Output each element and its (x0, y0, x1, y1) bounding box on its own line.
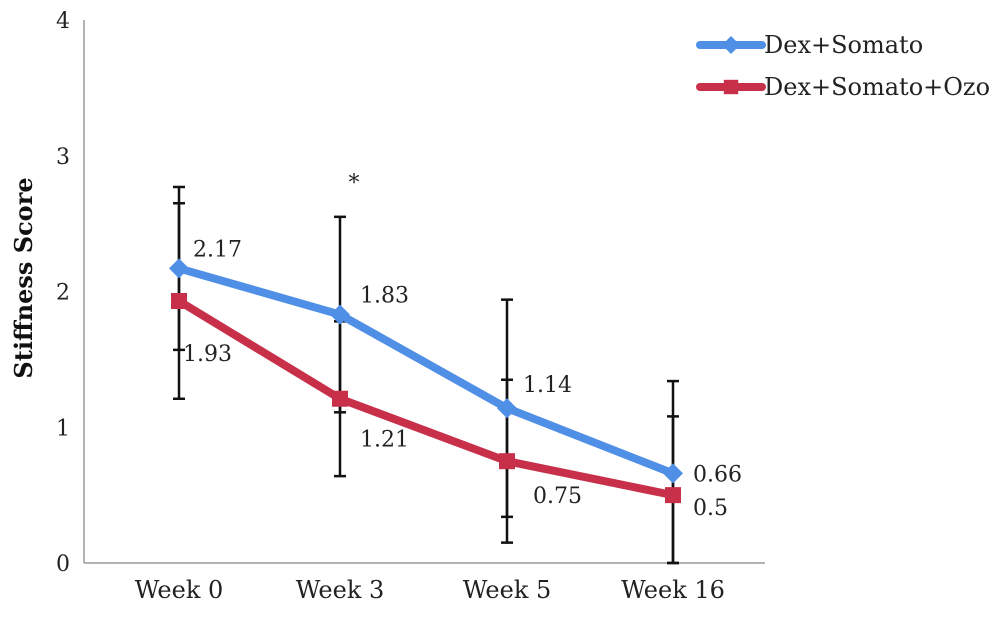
y-tick-labels: 0 1 2 3 4 (56, 9, 70, 577)
y-tick-label: 2 (56, 281, 70, 306)
square-marker (723, 79, 739, 95)
square-marker (332, 390, 348, 407)
diamond-marker (330, 304, 350, 325)
y-axis-label: Stiffness Score (9, 177, 38, 378)
data-label: 0.5 (693, 496, 728, 521)
data-label: 0.66 (693, 462, 742, 487)
legend: Dex+Somato Dex+Somato+Ozo (696, 31, 990, 101)
legend-label: Dex+Somato+Ozo (764, 73, 990, 101)
legend-item: Dex+Somato (696, 31, 923, 59)
series-line (175, 264, 677, 478)
axes (83, 20, 765, 564)
x-tick-label: Week 0 (135, 576, 224, 604)
diamond-marker (722, 36, 740, 54)
square-marker (499, 453, 515, 470)
data-label: 0.75 (533, 484, 582, 509)
y-tick-label: 0 (56, 552, 70, 577)
x-tick-label: Week 3 (296, 576, 385, 604)
data-label: 1.14 (523, 373, 572, 398)
y-tick-label: 3 (56, 145, 70, 170)
square-marker (665, 487, 681, 504)
square-marker (171, 293, 187, 310)
annotations: * (349, 171, 360, 196)
y-tick-label: 1 (56, 416, 70, 441)
series-lines (175, 264, 677, 500)
x-tick-label: Week 16 (621, 576, 725, 604)
data-labels: 2.17 1.83 1.14 0.66 1.93 1.21 0.75 0.5 (183, 237, 742, 521)
error-bars (173, 185, 679, 565)
data-label: 2.17 (193, 237, 242, 262)
series-markers (169, 258, 683, 504)
x-tick-label: Week 5 (463, 576, 552, 604)
legend-label: Dex+Somato (764, 31, 923, 59)
data-label: 1.21 (360, 428, 409, 453)
series-line (175, 297, 677, 500)
diamond-marker (169, 258, 189, 279)
data-label: 1.93 (183, 342, 232, 367)
y-tick-label: 4 (56, 9, 70, 34)
data-label: 1.83 (360, 284, 409, 309)
x-tick-labels: Week 0 Week 3 Week 5 Week 16 (135, 576, 725, 604)
diamond-marker (663, 463, 683, 484)
diamond-marker (497, 398, 517, 419)
significance-asterisk: * (349, 171, 360, 196)
legend-item: Dex+Somato+Ozo (696, 73, 990, 101)
